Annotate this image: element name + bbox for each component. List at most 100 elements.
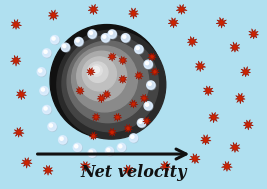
Polygon shape bbox=[235, 93, 245, 104]
Polygon shape bbox=[168, 18, 179, 28]
Polygon shape bbox=[87, 67, 95, 76]
Circle shape bbox=[144, 60, 152, 68]
Circle shape bbox=[72, 46, 138, 112]
Circle shape bbox=[102, 34, 110, 43]
Polygon shape bbox=[97, 94, 106, 103]
Polygon shape bbox=[123, 165, 134, 175]
Circle shape bbox=[51, 36, 60, 44]
Polygon shape bbox=[124, 124, 132, 132]
Circle shape bbox=[57, 30, 166, 139]
Circle shape bbox=[42, 49, 51, 57]
Circle shape bbox=[83, 57, 116, 91]
Circle shape bbox=[147, 81, 155, 89]
Polygon shape bbox=[16, 89, 26, 100]
Circle shape bbox=[61, 43, 70, 51]
Circle shape bbox=[135, 46, 144, 54]
Circle shape bbox=[42, 105, 51, 114]
Circle shape bbox=[74, 144, 82, 152]
Polygon shape bbox=[89, 132, 98, 140]
Circle shape bbox=[41, 88, 45, 91]
Circle shape bbox=[145, 102, 153, 111]
Circle shape bbox=[50, 36, 59, 44]
Polygon shape bbox=[113, 113, 122, 122]
Circle shape bbox=[41, 87, 49, 95]
Circle shape bbox=[76, 39, 79, 42]
Circle shape bbox=[88, 62, 108, 82]
Polygon shape bbox=[209, 112, 219, 123]
Circle shape bbox=[130, 134, 138, 143]
Polygon shape bbox=[10, 55, 21, 66]
Circle shape bbox=[44, 50, 47, 53]
Circle shape bbox=[146, 61, 149, 65]
Circle shape bbox=[129, 134, 138, 142]
Circle shape bbox=[88, 30, 96, 38]
Circle shape bbox=[48, 122, 56, 131]
Circle shape bbox=[103, 35, 106, 38]
Circle shape bbox=[117, 143, 126, 152]
Circle shape bbox=[147, 81, 156, 90]
Circle shape bbox=[93, 67, 99, 73]
Circle shape bbox=[67, 41, 149, 123]
Circle shape bbox=[109, 30, 117, 39]
Polygon shape bbox=[148, 53, 156, 61]
Circle shape bbox=[101, 34, 110, 42]
Polygon shape bbox=[92, 113, 100, 121]
Polygon shape bbox=[103, 90, 111, 99]
Circle shape bbox=[109, 31, 113, 34]
Circle shape bbox=[137, 119, 146, 127]
Polygon shape bbox=[108, 53, 116, 61]
Circle shape bbox=[121, 34, 130, 42]
Polygon shape bbox=[135, 71, 143, 80]
Polygon shape bbox=[119, 75, 127, 84]
Circle shape bbox=[123, 35, 126, 38]
Circle shape bbox=[145, 61, 153, 69]
Polygon shape bbox=[76, 87, 84, 95]
Polygon shape bbox=[140, 94, 149, 103]
Polygon shape bbox=[203, 86, 214, 96]
Polygon shape bbox=[187, 36, 198, 47]
Circle shape bbox=[107, 148, 110, 152]
Polygon shape bbox=[160, 161, 170, 172]
Polygon shape bbox=[43, 165, 53, 175]
Circle shape bbox=[89, 149, 97, 158]
Circle shape bbox=[136, 46, 139, 50]
Polygon shape bbox=[230, 42, 240, 52]
Polygon shape bbox=[201, 135, 211, 145]
Circle shape bbox=[146, 103, 149, 106]
Circle shape bbox=[49, 124, 53, 127]
Circle shape bbox=[122, 34, 130, 43]
Polygon shape bbox=[216, 17, 227, 28]
Circle shape bbox=[63, 44, 66, 48]
Circle shape bbox=[88, 149, 96, 157]
Circle shape bbox=[39, 69, 42, 72]
Polygon shape bbox=[88, 4, 98, 15]
Polygon shape bbox=[80, 161, 91, 171]
Circle shape bbox=[62, 35, 158, 132]
Polygon shape bbox=[249, 29, 258, 39]
Circle shape bbox=[118, 144, 126, 152]
Circle shape bbox=[40, 87, 48, 95]
Circle shape bbox=[75, 38, 84, 46]
Circle shape bbox=[138, 119, 146, 128]
Circle shape bbox=[44, 107, 47, 110]
Polygon shape bbox=[151, 68, 159, 76]
Circle shape bbox=[131, 135, 134, 138]
Circle shape bbox=[58, 136, 67, 144]
Circle shape bbox=[148, 82, 151, 85]
Circle shape bbox=[60, 137, 63, 140]
Polygon shape bbox=[221, 161, 232, 171]
Circle shape bbox=[59, 136, 68, 145]
Circle shape bbox=[144, 102, 152, 110]
Circle shape bbox=[43, 106, 52, 114]
Circle shape bbox=[139, 120, 142, 123]
Circle shape bbox=[135, 45, 143, 53]
Circle shape bbox=[74, 37, 83, 46]
Polygon shape bbox=[143, 117, 151, 125]
Circle shape bbox=[77, 51, 127, 101]
Polygon shape bbox=[129, 8, 139, 19]
Circle shape bbox=[106, 148, 114, 156]
Polygon shape bbox=[13, 127, 24, 137]
Circle shape bbox=[62, 44, 70, 52]
Polygon shape bbox=[21, 157, 32, 168]
Circle shape bbox=[108, 30, 116, 38]
